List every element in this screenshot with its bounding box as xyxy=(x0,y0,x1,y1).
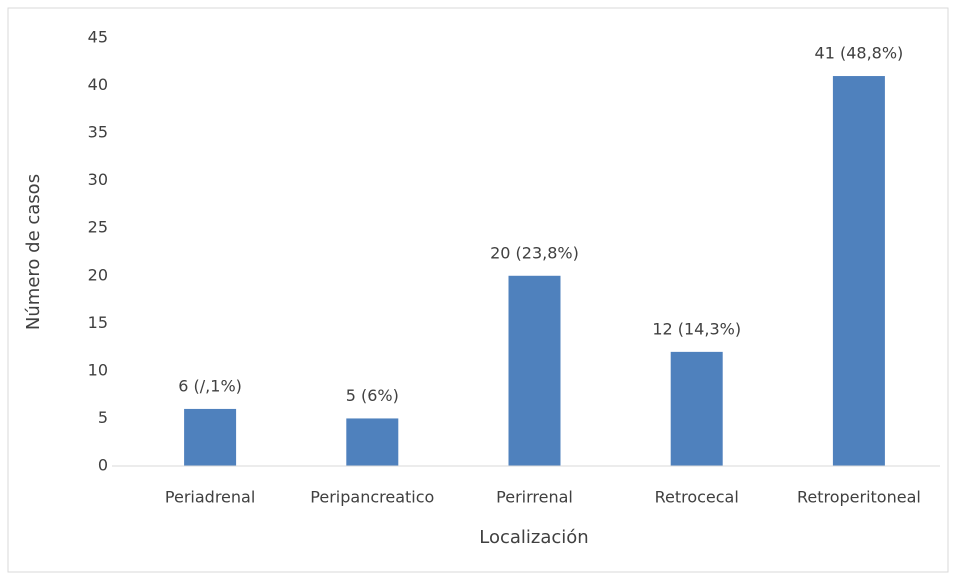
y-tick-label: 40 xyxy=(88,75,108,94)
y-tick-label: 25 xyxy=(88,218,108,237)
bar xyxy=(832,76,885,467)
x-tick-label: Perirrenal xyxy=(496,488,573,507)
x-axis-label: Localización xyxy=(479,527,588,548)
value-label: 6 (/,1%) xyxy=(178,376,242,395)
value-label: 20 (23,8%) xyxy=(490,243,579,262)
y-tick-label: 35 xyxy=(88,123,108,142)
y-tick-label: 20 xyxy=(88,265,108,284)
y-axis-label: Número de casos xyxy=(23,174,44,330)
value-label: 41 (48,8%) xyxy=(815,44,904,63)
y-tick-label: 10 xyxy=(88,360,108,379)
y-tick-label: 45 xyxy=(88,28,108,47)
y-tick-label: 15 xyxy=(88,313,108,332)
x-tick-label: Retroperitoneal xyxy=(797,488,921,507)
x-tick-label: Periadrenal xyxy=(165,488,255,507)
y-tick-label: 30 xyxy=(88,170,108,189)
bar xyxy=(346,418,399,466)
chart-border xyxy=(7,7,949,573)
y-tick-label: 0 xyxy=(98,456,108,475)
x-tick-label: Peripancreatico xyxy=(310,488,434,507)
value-label: 12 (14,3%) xyxy=(652,319,741,338)
bar xyxy=(184,408,237,466)
y-tick-label: 5 xyxy=(98,408,108,427)
x-tick-label: Retrocecal xyxy=(655,488,739,507)
bar xyxy=(670,351,723,466)
bar xyxy=(508,275,561,466)
value-label: 5 (6%) xyxy=(346,386,399,405)
